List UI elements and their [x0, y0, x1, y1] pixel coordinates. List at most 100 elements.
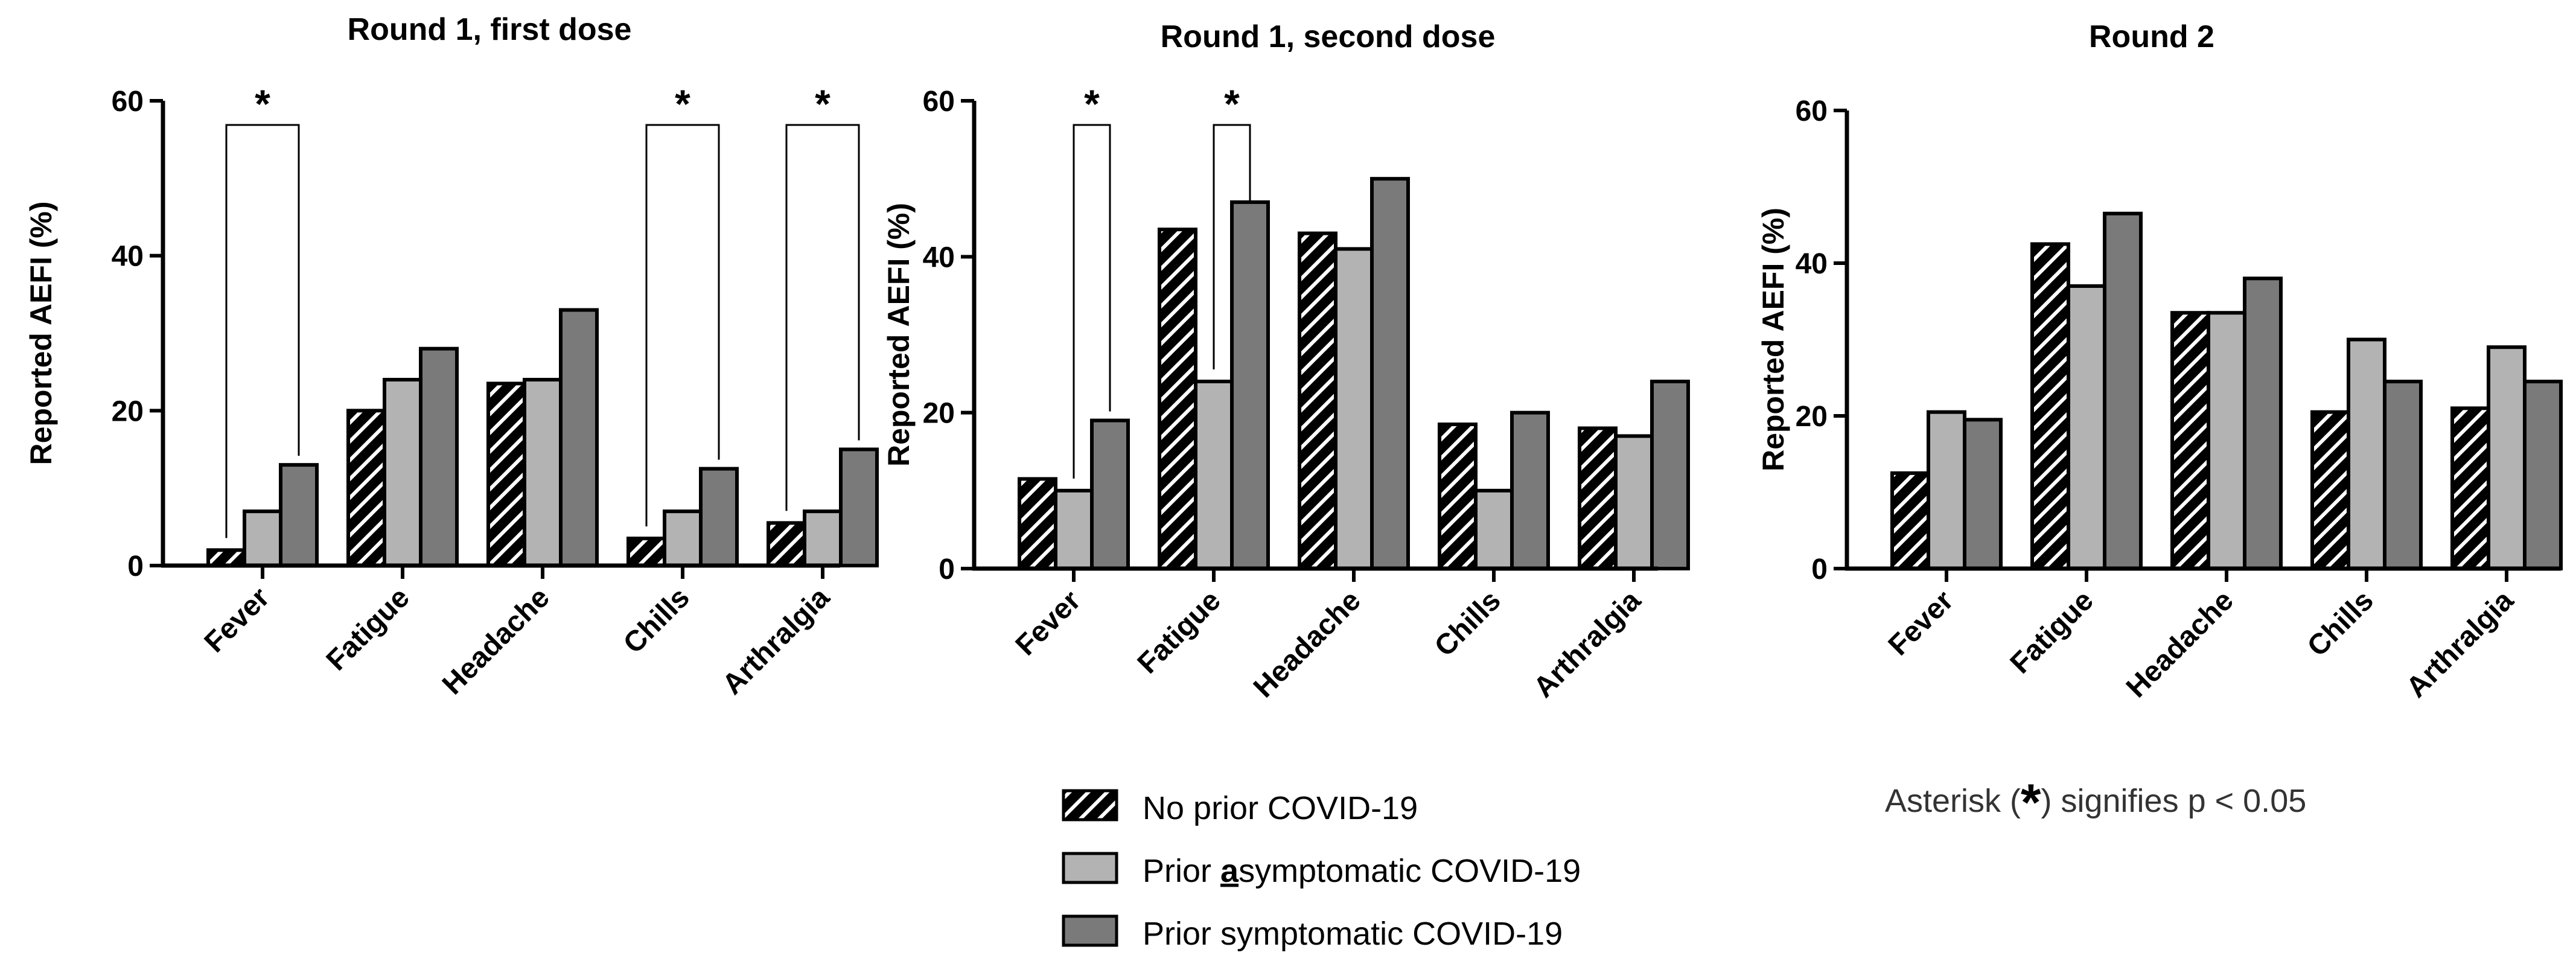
bar-no-prior-arthralgia — [2450, 406, 2490, 570]
y-tick-label-40: 40 — [923, 241, 955, 273]
legend-label-asymptomatic-pre: Prior — [1143, 853, 1220, 889]
x-tick-label-headache: Headache — [1248, 584, 1367, 704]
x-tick-label-fatigue: Fatigue — [1132, 584, 1227, 680]
x-tick-label-fever: Fever — [199, 581, 276, 659]
bar-symptomatic-fatigue — [2103, 211, 2143, 570]
legend-label-no-prior: No prior COVID-19 — [1143, 790, 1418, 826]
x-tick-label-arthralgia: Arthralgia — [2400, 584, 2520, 704]
y-tick-label-0: 0 — [939, 553, 955, 585]
legend-label-asymptomatic-post: symptomatic COVID-19 — [1239, 853, 1581, 889]
bar-symptomatic-chills — [699, 467, 739, 567]
y-tick-label-20: 20 — [112, 395, 144, 427]
x-tick-label-chills: Chills — [2301, 584, 2380, 663]
legend-item-no-prior: No prior COVID-19 — [1062, 789, 1418, 826]
x-tick-label-chills: Chills — [617, 581, 696, 660]
bar-no-prior-headache — [2170, 311, 2210, 570]
x-tick-label-arthralgia: Arthralgia — [716, 581, 836, 701]
charts: Round 1, first dose Reported AEFI (%) 0 20 4… — [24, 12, 2563, 704]
significance-bracket-fatigue — [1213, 124, 1251, 369]
bar-asymptomatic-fatigue — [1194, 380, 1234, 570]
y-axis-label: Reported AEFI (%) — [1756, 208, 1790, 471]
bar-asymptomatic-fever — [1927, 410, 1966, 570]
x-tick-label-arthralgia: Arthralgia — [1528, 584, 1647, 704]
significance-bracket-fever — [1073, 124, 1111, 479]
chart-panel-3: Round 2 Reported AEFI (%) 0 20 40 60 Fever Fati… — [1756, 19, 2563, 704]
bar-asymptomatic-fatigue — [2067, 284, 2106, 570]
bar-asymptomatic-fever — [243, 509, 282, 568]
x-tick-label-fatigue: Fatigue — [2004, 584, 2100, 680]
bar-asymptomatic-chills — [2347, 337, 2386, 570]
bar-symptomatic-fatigue — [1230, 200, 1270, 570]
significance-bracket-chills — [645, 124, 720, 527]
bar-no-prior-chills — [1438, 423, 1478, 571]
legend-swatch-dark — [1062, 914, 1118, 947]
svg-text:Prior asymptomatic COVID-19: Prior asymptomatic COVID-19 — [1143, 853, 1581, 889]
bar-no-prior-arthralgia — [1578, 426, 1618, 570]
bar-symptomatic-fever — [279, 463, 319, 568]
significance-bracket-arthralgia — [785, 124, 860, 511]
bar-symptomatic-fatigue — [419, 346, 459, 568]
bar-asymptomatic-headache — [523, 378, 563, 567]
bar-no-prior-chills — [626, 537, 666, 567]
bar-asymptomatic-chills — [1474, 488, 1514, 570]
significance-star-arthralgia: * — [815, 81, 831, 126]
bar-symptomatic-arthralgia — [2523, 380, 2563, 570]
y-tick-label-40: 40 — [1796, 248, 1828, 280]
bar-asymptomatic-headache — [1334, 247, 1374, 570]
bar-symptomatic-headache — [1370, 177, 1410, 570]
bar-symptomatic-headache — [2243, 276, 2283, 570]
legend-swatch-light — [1062, 852, 1118, 884]
bar-symptomatic-fever — [1963, 418, 2003, 571]
bar-symptomatic-arthralgia — [1650, 380, 1690, 570]
bar-no-prior-chills — [2310, 410, 2350, 570]
y-tick-label-0: 0 — [1811, 553, 1828, 585]
bar-symptomatic-chills — [1510, 410, 1550, 571]
bar-asymptomatic-chills — [663, 509, 703, 568]
bar-no-prior-arthralgia — [767, 521, 806, 568]
y-tick-label-0: 0 — [127, 550, 144, 582]
bar-symptomatic-fever — [1090, 418, 1130, 570]
note-asterisk: * — [2021, 774, 2041, 832]
bar-asymptomatic-fatigue — [383, 378, 422, 567]
chart-panel-1: Round 1, first dose Reported AEFI (%) 0 20 4… — [24, 12, 879, 701]
legend-label-asymptomatic-underlined: a — [1220, 853, 1239, 889]
bar-no-prior-fever — [1890, 471, 1930, 570]
svg-text:Prior symptomatic COVID-19: Prior symptomatic COVID-19 — [1143, 916, 1563, 952]
bar-no-prior-fever — [206, 548, 246, 567]
chart-title: Round 1, second dose — [1161, 19, 1496, 54]
chart-title: Round 1, first dose — [348, 12, 632, 47]
y-tick-label-20: 20 — [923, 398, 955, 430]
bar-no-prior-headache — [486, 381, 526, 568]
legend-item-asymptomatic: Prior asymptomatic COVID-19 — [1062, 852, 1581, 889]
bar-asymptomatic-fever — [1054, 488, 1094, 570]
x-tick-label-fever: Fever — [1883, 584, 1960, 662]
y-axis-label: Reported AEFI (%) — [24, 201, 58, 465]
significance-star-chills: * — [675, 81, 690, 126]
significance-star-fatigue: * — [1224, 81, 1240, 126]
chart-title: Round 2 — [2089, 19, 2214, 54]
svg-text:No prior COVID-19: No prior COVID-19 — [1143, 790, 1418, 826]
bar-no-prior-headache — [1298, 231, 1337, 571]
chart-panel-2: Round 1, second dose Reported AEFI (%) 0 20… — [882, 19, 1690, 704]
y-tick-label-60: 60 — [1796, 95, 1828, 127]
bar-no-prior-fatigue — [1158, 228, 1197, 570]
significance-star-fever: * — [255, 81, 270, 126]
significance-bracket-fever — [225, 124, 300, 538]
bar-symptomatic-headache — [559, 308, 599, 567]
bar-no-prior-fever — [1018, 477, 1057, 570]
bar-no-prior-fatigue — [346, 409, 386, 567]
bar-symptomatic-chills — [2383, 380, 2423, 570]
note-text-pre: Asterisk ( — [1885, 783, 2021, 819]
bar-no-prior-fatigue — [2030, 242, 2070, 570]
x-tick-label-headache: Headache — [2120, 584, 2240, 704]
bar-symptomatic-arthralgia — [839, 447, 879, 567]
significance-star-fever: * — [1084, 81, 1100, 126]
x-tick-label-headache: Headache — [436, 581, 556, 701]
legend-item-symptomatic: Prior symptomatic COVID-19 — [1062, 914, 1563, 952]
note-text-post: ) signifies p < 0.05 — [2041, 783, 2307, 819]
bar-asymptomatic-arthralgia — [2487, 345, 2527, 571]
y-axis-label: Reported AEFI (%) — [882, 203, 916, 467]
significance-note: Asterisk (*) signifies p < 0.05 — [1885, 774, 2306, 832]
bar-asymptomatic-arthralgia — [803, 509, 843, 568]
